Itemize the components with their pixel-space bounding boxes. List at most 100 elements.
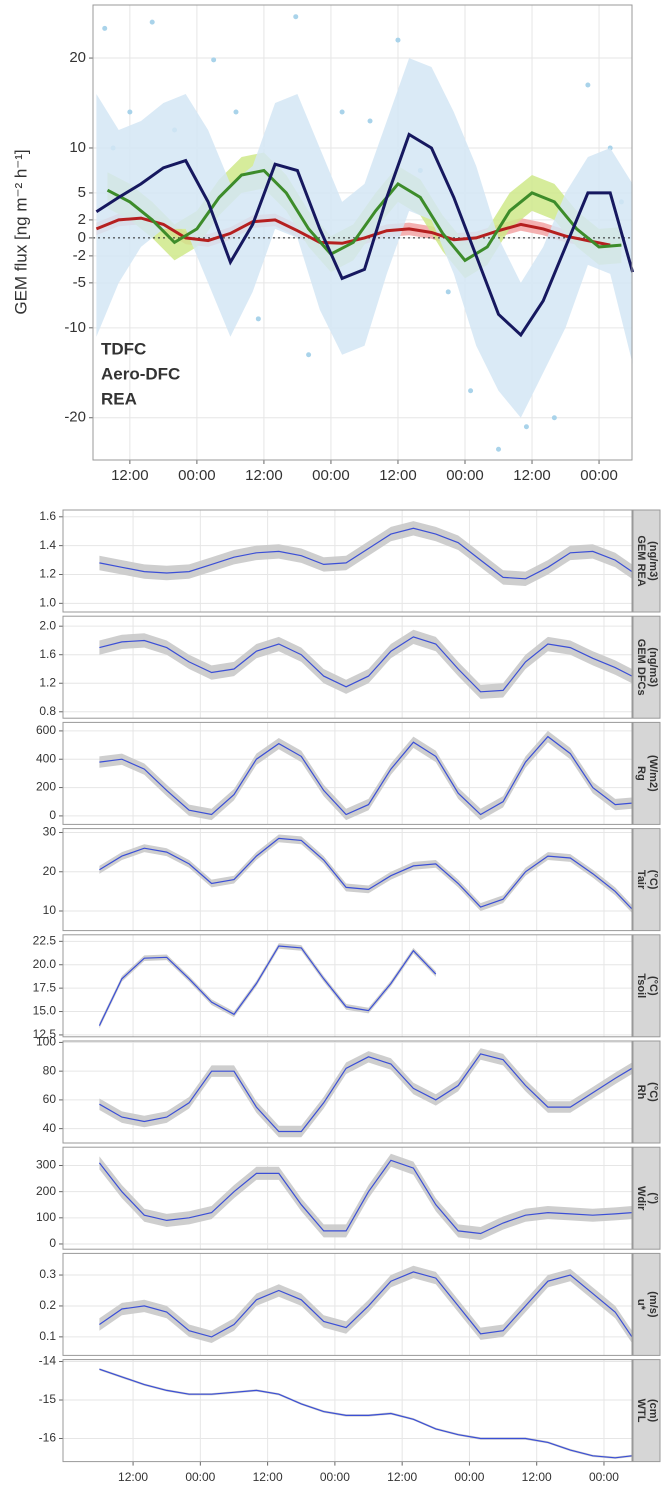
strip-label: (m/s) (647, 1291, 659, 1318)
strip-label: Rh (635, 1085, 647, 1100)
y-tick-label: 60 (43, 1092, 57, 1106)
x-tick-label: 12:00 (111, 467, 149, 484)
smooth-line (98, 945, 437, 1026)
panel-border (62, 1146, 633, 1250)
y-axis-label: GEM flux [ng m⁻² h⁻¹] (11, 149, 30, 314)
x-tick-label: 12:00 (118, 1470, 148, 1484)
data-point (293, 14, 299, 20)
y-tick-label: 30 (43, 825, 57, 839)
y-tick-label: 15.0 (33, 1004, 57, 1018)
x-tick-label: 00:00 (589, 1470, 619, 1484)
y-tick-label: 2 (78, 211, 86, 228)
y-tick-label: 0.8 (39, 704, 56, 718)
legend-entry: REA (101, 389, 137, 408)
x-tick-label: 12:00 (245, 467, 283, 484)
data-point (367, 118, 373, 124)
x-tick-label: 12:00 (387, 1470, 417, 1484)
data-point (395, 37, 401, 43)
y-tick-label: 1.2 (39, 675, 56, 689)
data-point (255, 316, 261, 322)
data-point (551, 415, 557, 421)
confidence-band (99, 943, 436, 1029)
confidence-band (99, 834, 632, 913)
y-tick-label: 200 (36, 780, 56, 794)
strip (632, 1040, 661, 1144)
y-tick-label: 5 (78, 184, 86, 201)
panel-border (62, 828, 633, 932)
confidence-band (99, 1048, 632, 1138)
series-line (106, 168, 622, 263)
x-tick-label: 00:00 (312, 467, 350, 484)
strip (632, 721, 661, 825)
data-point (149, 19, 155, 25)
smooth-line (99, 1368, 633, 1459)
y-tick-label: 100 (36, 1035, 56, 1049)
y-tick-label: 1.0 (39, 596, 56, 610)
panel-border (62, 509, 633, 613)
data-point (211, 57, 217, 63)
plot-background (63, 1041, 632, 1143)
confidence-band (99, 629, 632, 699)
y-tick-label: 1.6 (39, 647, 56, 661)
y-tick-label: 1.2 (39, 567, 56, 581)
y-tick-label: 20.0 (33, 957, 57, 971)
strip (632, 828, 661, 932)
smooth-line (98, 1159, 633, 1235)
y-tick-label: 22.5 (33, 934, 57, 948)
data-point (339, 109, 345, 115)
data-point (233, 109, 239, 115)
x-tick-label: 00:00 (446, 467, 484, 484)
strip-label: Rg (635, 766, 647, 781)
strip-label: Tair (635, 870, 647, 890)
strip-label: (°) (647, 1192, 659, 1204)
y-tick-label: 100 (36, 1210, 56, 1224)
strip (632, 1252, 661, 1356)
y-tick-label: -14 (39, 1354, 57, 1368)
x-tick-label: 12:00 (522, 1470, 552, 1484)
strip (632, 615, 661, 719)
y-tick-label: -10 (64, 319, 86, 336)
panel-border (62, 1359, 633, 1463)
y-tick-label: 0 (49, 1236, 56, 1250)
panel-border (62, 934, 633, 1038)
strip (632, 1146, 661, 1250)
y-tick-label: 10 (43, 903, 57, 917)
data-point (523, 424, 529, 430)
x-tick-label: 12:00 (253, 1470, 283, 1484)
y-tick-label: -20 (64, 409, 86, 426)
y-tick-label: 1.4 (39, 538, 56, 552)
y-tick-label: -5 (73, 274, 86, 291)
smooth-line (99, 527, 633, 580)
strip-label: (°C) (647, 1082, 659, 1102)
x-tick-label: 00:00 (178, 467, 216, 484)
panel-border (62, 1252, 633, 1356)
y-tick-label: 10 (69, 139, 86, 156)
smooth-line (99, 1053, 633, 1133)
data-point (468, 388, 474, 394)
strip-label: GEM DFCs (635, 639, 647, 696)
strip-label: Tsoil (635, 973, 647, 998)
strip-label: (W/m2) (647, 755, 659, 792)
panel-border (62, 1040, 633, 1144)
y-tick-label: 0 (49, 808, 56, 822)
plot-background (63, 1359, 632, 1462)
y-tick-label: 0.1 (39, 1329, 56, 1343)
y-tick-label: 17.5 (33, 980, 57, 994)
strip-label: (ng/m3) (647, 541, 659, 581)
legend-entry: Aero-DFC (101, 364, 180, 383)
y-tick-label: 0.2 (39, 1298, 56, 1312)
y-tick-label: 200 (36, 1184, 56, 1198)
confidence-band (99, 521, 632, 586)
smooth-line (99, 735, 633, 816)
y-tick-label: 20 (43, 864, 57, 878)
y-tick-label: 300 (36, 1158, 56, 1172)
y-tick-label: 1.6 (39, 509, 56, 523)
legend-entry: TDFC (101, 339, 146, 358)
plot-border (92, 4, 633, 461)
y-tick-label: 0 (78, 229, 86, 246)
x-tick-label: 00:00 (580, 467, 618, 484)
panel-border (62, 615, 633, 719)
y-tick-label: 20 (69, 49, 86, 66)
strip (632, 934, 661, 1038)
